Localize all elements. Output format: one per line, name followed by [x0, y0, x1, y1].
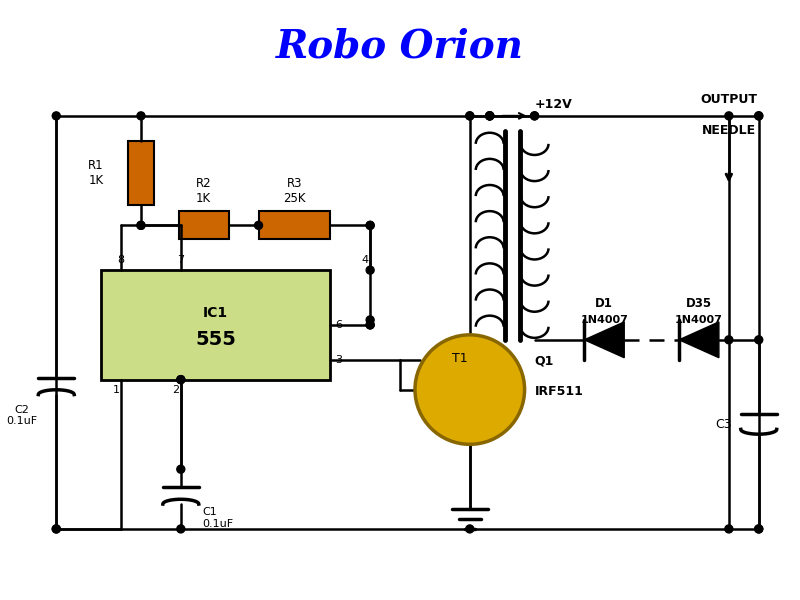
Text: 1N4007: 1N4007 — [580, 315, 628, 325]
Circle shape — [52, 112, 60, 120]
Text: D1: D1 — [595, 297, 614, 310]
Circle shape — [754, 112, 762, 120]
Circle shape — [486, 112, 494, 120]
Circle shape — [137, 221, 145, 229]
Text: R2
1K: R2 1K — [196, 178, 211, 205]
Circle shape — [366, 221, 374, 229]
Text: 555: 555 — [195, 331, 236, 349]
Polygon shape — [584, 322, 624, 358]
Bar — [179, 211, 229, 239]
Circle shape — [466, 112, 474, 120]
Bar — [101, 270, 330, 380]
Circle shape — [725, 112, 733, 120]
Text: OUTPUT: OUTPUT — [700, 93, 758, 106]
Circle shape — [754, 525, 762, 533]
Circle shape — [177, 465, 185, 473]
Circle shape — [486, 112, 494, 120]
Text: 7: 7 — [178, 255, 184, 265]
Bar — [128, 141, 154, 205]
Circle shape — [530, 112, 538, 120]
Text: IC1: IC1 — [203, 306, 228, 320]
Circle shape — [466, 525, 474, 533]
Text: 4: 4 — [362, 255, 369, 265]
Text: R3
25K: R3 25K — [283, 178, 306, 205]
Circle shape — [52, 525, 60, 533]
Circle shape — [725, 525, 733, 533]
Text: 2: 2 — [172, 385, 179, 395]
Circle shape — [366, 221, 374, 229]
Bar — [258, 211, 330, 239]
Circle shape — [177, 376, 185, 383]
Circle shape — [177, 525, 185, 533]
Circle shape — [466, 112, 474, 120]
Text: Robo Orion: Robo Orion — [276, 27, 524, 65]
Text: D35: D35 — [686, 297, 712, 310]
Polygon shape — [679, 322, 719, 358]
Text: +12V: +12V — [534, 98, 572, 111]
Text: 1N4007: 1N4007 — [675, 315, 723, 325]
Circle shape — [366, 321, 374, 329]
Text: NEEDLE: NEEDLE — [702, 124, 756, 137]
Text: 3: 3 — [335, 355, 342, 365]
Circle shape — [754, 336, 762, 344]
Text: R1
1K: R1 1K — [88, 158, 104, 187]
Circle shape — [754, 112, 762, 120]
Circle shape — [52, 525, 60, 533]
Text: 6: 6 — [335, 320, 342, 330]
Circle shape — [530, 112, 538, 120]
Circle shape — [366, 321, 374, 329]
Circle shape — [254, 221, 262, 229]
Circle shape — [725, 336, 733, 344]
Text: Q1: Q1 — [534, 355, 554, 368]
Text: IRF511: IRF511 — [534, 385, 583, 398]
Circle shape — [177, 376, 185, 383]
Circle shape — [754, 525, 762, 533]
Circle shape — [366, 316, 374, 324]
Circle shape — [366, 266, 374, 274]
Circle shape — [415, 335, 525, 445]
Circle shape — [486, 112, 494, 120]
Text: 1: 1 — [113, 385, 119, 395]
Text: C1
0.1uF: C1 0.1uF — [202, 507, 234, 529]
Text: C2
0.1uF: C2 0.1uF — [6, 404, 37, 426]
Text: 8: 8 — [118, 255, 125, 265]
Circle shape — [486, 112, 494, 120]
Circle shape — [137, 221, 145, 229]
Text: T1: T1 — [452, 352, 468, 365]
Text: C3: C3 — [715, 418, 732, 431]
Circle shape — [137, 112, 145, 120]
